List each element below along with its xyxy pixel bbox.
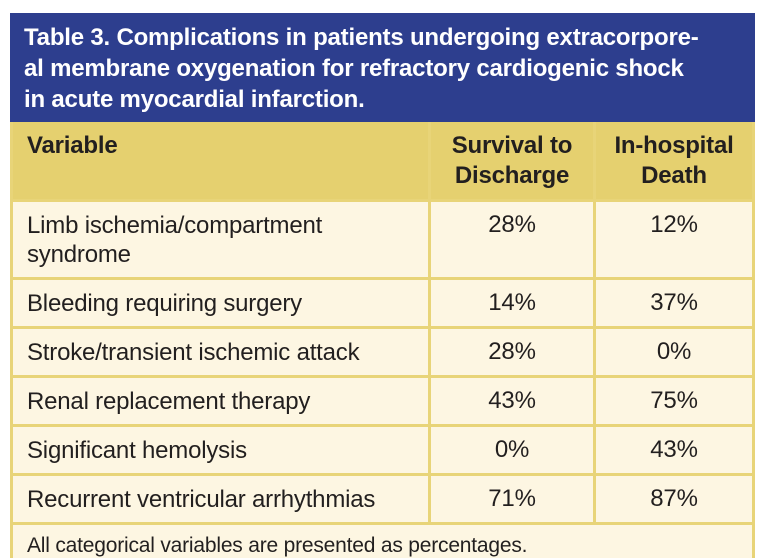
survival-cell: 71% bbox=[428, 476, 593, 522]
death-cell: 75% bbox=[593, 378, 752, 424]
table-row-hemolysis: Significant hemolysis 0% 43% bbox=[13, 424, 752, 473]
survival-cell: 28% bbox=[428, 202, 593, 277]
table-header-row: Variable Survival to Discharge In-hospit… bbox=[13, 122, 752, 199]
table-grid: Variable Survival to Discharge In-hospit… bbox=[10, 122, 755, 558]
survival-cell: 28% bbox=[428, 329, 593, 375]
column-header-variable: Variable bbox=[27, 132, 118, 159]
table-row-limb-ischemia: Limb ischemia/compartment syndrome 28% 1… bbox=[13, 199, 752, 277]
variable-cell: Limb ischemia/compartment syndrome bbox=[27, 212, 323, 268]
survival-cell: 43% bbox=[428, 378, 593, 424]
table-title-line-3: in acute myocardial infarction. bbox=[24, 86, 365, 113]
table-row-bleeding: Bleeding requiring surgery 14% 37% bbox=[13, 277, 752, 326]
death-cell: 12% bbox=[593, 202, 752, 277]
column-header-in-hospital-death: In-hospital Death bbox=[593, 122, 752, 199]
variable-cell: Renal replacement therapy bbox=[27, 388, 311, 415]
variable-cell: Bleeding requiring surgery bbox=[27, 290, 302, 317]
table-footnote: All categorical variables are presented … bbox=[27, 534, 528, 557]
survival-cell: 14% bbox=[428, 280, 593, 326]
table-title-band: Table 3. Complications in patients under… bbox=[10, 13, 755, 122]
column-header-survival-to-discharge: Survival to Discharge bbox=[428, 122, 593, 199]
death-cell: 0% bbox=[593, 329, 752, 375]
table-row-ventricular-arrhythmias: Recurrent ventricular arrhythmias 71% 87… bbox=[13, 473, 752, 522]
table-title-line-2: al membrane oxygenation for refractory c… bbox=[24, 55, 684, 82]
table-row-renal-replacement: Renal replacement therapy 43% 75% bbox=[13, 375, 752, 424]
variable-cell: Significant hemolysis bbox=[27, 437, 247, 464]
variable-cell: Recurrent ventricular arrhythmias bbox=[27, 486, 376, 513]
death-cell: 87% bbox=[593, 476, 752, 522]
survival-cell: 0% bbox=[428, 427, 593, 473]
table-footnote-row: All categorical variables are presented … bbox=[13, 522, 752, 558]
table-title-line-1: Table 3. Complications in patients under… bbox=[24, 24, 699, 51]
variable-cell: Stroke/transient ischemic attack bbox=[27, 339, 360, 366]
complications-table: Table 3. Complications in patients under… bbox=[10, 13, 755, 558]
death-cell: 37% bbox=[593, 280, 752, 326]
table-row-stroke: Stroke/transient ischemic attack 28% 0% bbox=[13, 326, 752, 375]
death-cell: 43% bbox=[593, 427, 752, 473]
